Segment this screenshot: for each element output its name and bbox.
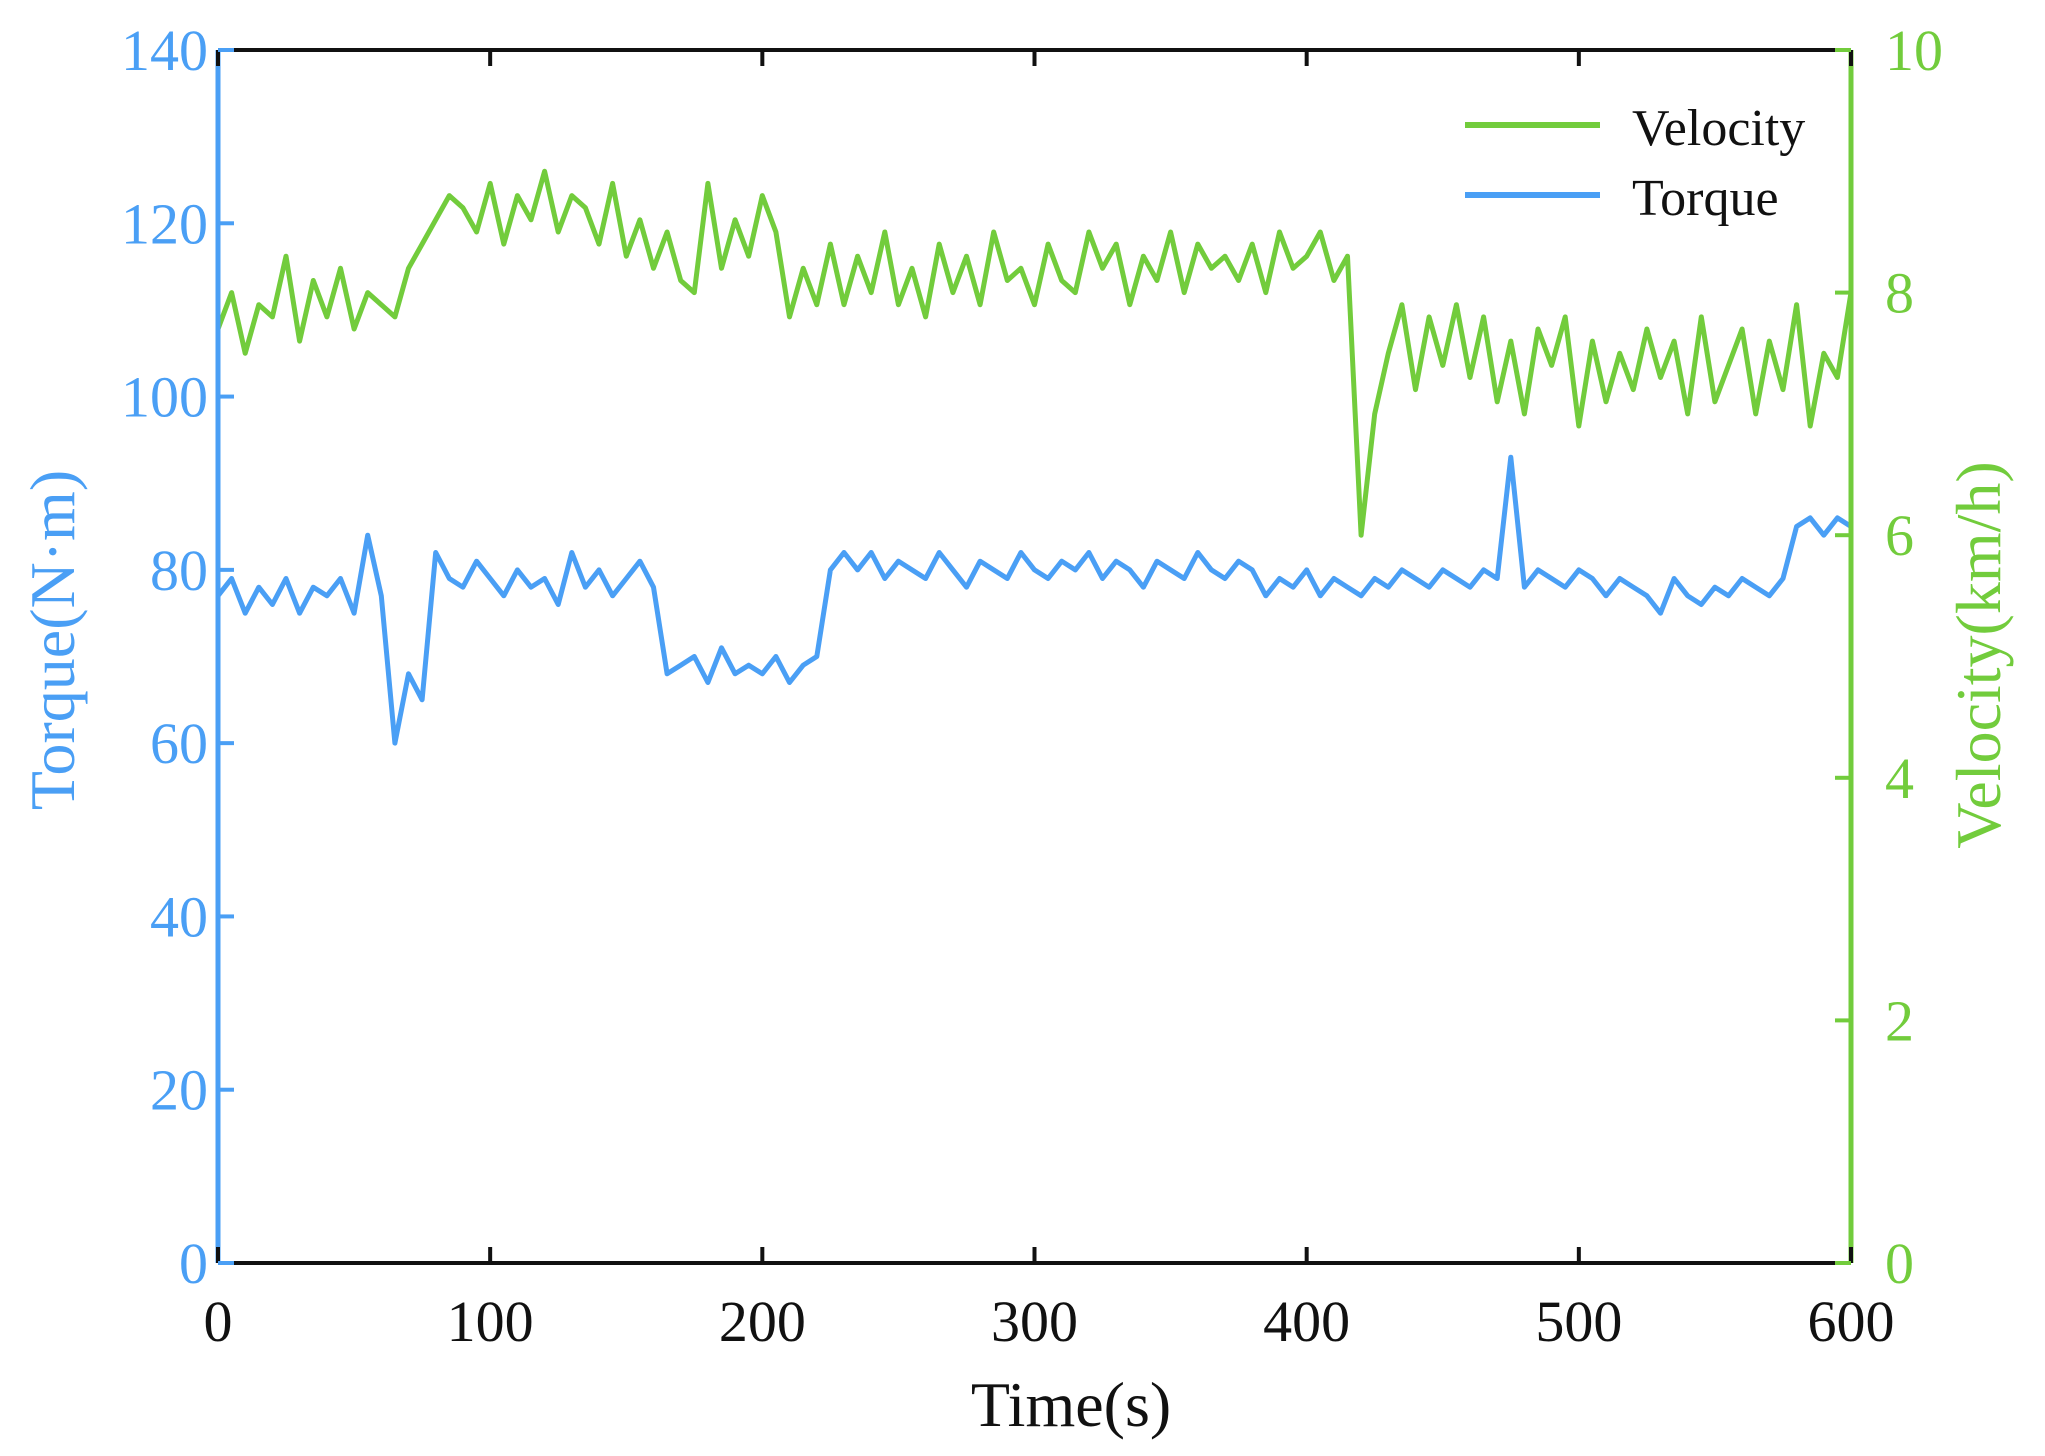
x-tick-label: 400	[1263, 1289, 1350, 1354]
y-right-tick-label: 6	[1885, 503, 1914, 568]
y-left-tick-label: 80	[150, 538, 208, 603]
legend: Velocity Torque	[1465, 100, 1805, 227]
axis-ticks: 0 100 200 300 400 500 600020406080100120140024…	[121, 18, 1943, 1354]
x-tick-label: 200	[719, 1289, 806, 1354]
y-left-tick-label: 140	[121, 18, 208, 83]
y-right-tick-label: 8	[1885, 261, 1914, 326]
y-right-tick-label: 4	[1885, 746, 1914, 811]
y-right-tick-label: 2	[1885, 988, 1914, 1053]
legend-label-velocity: Velocity	[1632, 100, 1805, 157]
velocity-series-line	[215, 168, 1854, 538]
x-tick-label: 300	[991, 1289, 1078, 1354]
y-axis-left-label: Torque(N·m)	[17, 470, 88, 810]
chart-marks	[215, 168, 1854, 746]
y-left-tick-label: 0	[179, 1231, 208, 1296]
x-tick-label: 100	[447, 1289, 534, 1354]
y-axis-right-label: Velocity(km/h)	[1943, 461, 2014, 848]
y-left-tick-label: 120	[121, 191, 208, 256]
axis-labels: Time(s) Torque(N·m) Velocity(km/h)	[17, 461, 2014, 1440]
y-right-tick-label: 0	[1885, 1231, 1914, 1296]
y-left-tick-label: 20	[150, 1058, 208, 1123]
y-left-tick-label: 40	[150, 884, 208, 949]
y-left-tick-label: 60	[150, 711, 208, 776]
torque-series-line	[215, 454, 1854, 746]
legend-label-torque: Torque	[1632, 170, 1779, 227]
plot-frame	[215, 48, 1854, 1265]
y-right-tick-label: 10	[1885, 18, 1943, 83]
x-tick-label: 500	[1535, 1289, 1622, 1354]
x-axis-label: Time(s)	[971, 1369, 1171, 1440]
x-tick-label: 600	[1808, 1289, 1895, 1354]
x-tick-label: 0	[204, 1289, 233, 1354]
y-left-tick-label: 100	[121, 365, 208, 430]
